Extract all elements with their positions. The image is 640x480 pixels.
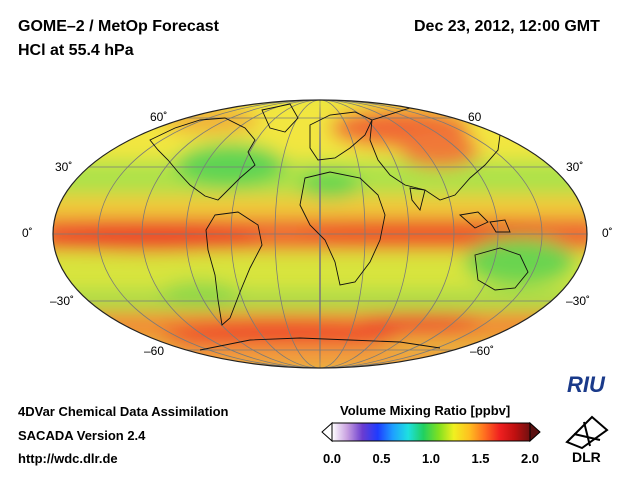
footer-url: http://wdc.dlr.de xyxy=(18,451,118,466)
lat-label-right-0: 0˚ xyxy=(602,226,613,240)
lat-label-right-60: 60 xyxy=(468,110,482,124)
map-subtitle: HCl at 55.4 hPa xyxy=(18,42,134,59)
riu-logo: RIU xyxy=(567,372,605,397)
colorbar-tick-label: 0.5 xyxy=(372,451,391,466)
dlr-logo-icon xyxy=(565,415,609,450)
lat-label-left-0: 0˚ xyxy=(22,226,33,240)
map-border xyxy=(52,99,588,369)
lat-label-left-30: 30˚ xyxy=(55,160,73,174)
colorbar xyxy=(321,421,541,443)
dlr-logo-text: DLR xyxy=(572,449,601,465)
colorbar-max-arrow xyxy=(529,421,541,443)
lat-label-left-neg30: –30˚ xyxy=(50,294,75,308)
colorbar-min-arrow xyxy=(321,421,333,443)
colorbar-tick-label: 1.5 xyxy=(471,451,490,466)
lat-label-right-30: 30˚ xyxy=(566,160,584,174)
map-title: GOME–2 / MetOp Forecast xyxy=(18,18,219,35)
colorbar-tick-label: 2.0 xyxy=(520,451,540,466)
forecast-datetime: Dec 23, 2012, 12:00 GMT xyxy=(414,18,600,35)
lat-label-left-neg60: –60 xyxy=(144,344,165,358)
colorbar-tick-label: 1.0 xyxy=(421,451,441,466)
colorbar-label: Volume Mixing Ratio [ppbv] xyxy=(340,403,511,418)
colorbar-tick-label: 0.0 xyxy=(322,451,342,466)
lat-label-right-neg60: –60˚ xyxy=(470,344,495,358)
colorbar-gradient xyxy=(331,422,531,442)
lat-label-left-60: 60˚ xyxy=(150,110,168,124)
lat-label-right-neg30: –30˚ xyxy=(566,294,591,308)
concentration-field xyxy=(53,100,587,368)
footer-method: 4DVar Chemical Data Assimilation xyxy=(18,404,229,419)
footer-version: SACADA Version 2.4 xyxy=(18,428,146,443)
